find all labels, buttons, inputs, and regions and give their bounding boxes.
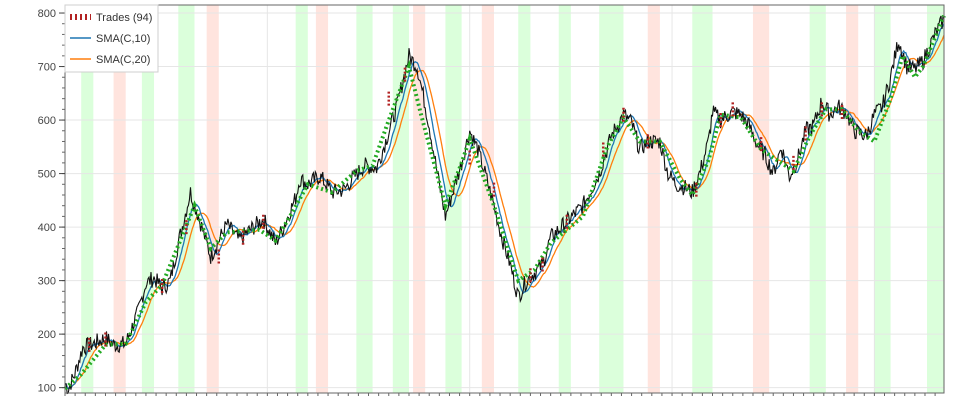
losing-trade-region xyxy=(846,5,859,393)
price-series xyxy=(64,15,945,395)
losing-trade-region xyxy=(413,5,426,393)
y-tick-label: 800 xyxy=(38,8,56,20)
plot-frame xyxy=(64,4,945,394)
losing-trade-region xyxy=(752,5,770,393)
sma-20-line xyxy=(64,35,945,390)
legend-sma10-label: SMA(C,10) xyxy=(96,33,150,45)
winning-trade-region xyxy=(141,5,155,393)
losing-trade-region xyxy=(206,5,219,393)
legend[interactable]: Trades (94) SMA(C,10) SMA(C,20) xyxy=(64,4,159,73)
winning-trade-region xyxy=(392,5,409,393)
winning-trade-region xyxy=(445,5,462,393)
winning-trade-region xyxy=(874,5,891,393)
losing-trade-region xyxy=(113,5,126,393)
legend-sma20-label: SMA(C,20) xyxy=(96,54,150,66)
winning-trade-region xyxy=(81,5,94,393)
y-tick-label: 300 xyxy=(38,276,56,288)
winning-trade-region xyxy=(178,5,195,393)
trade-trend-line xyxy=(63,14,946,391)
trade-regions xyxy=(81,5,944,393)
winning-trade-region xyxy=(356,5,373,393)
y-axis: 100 200 300 400 500 600 700 800 xyxy=(38,8,65,395)
y-tick-label: 200 xyxy=(38,329,56,341)
y-tick-label: 400 xyxy=(38,222,56,234)
y-tick-label: 500 xyxy=(38,169,56,181)
winning-trade-region xyxy=(692,5,713,393)
winning-trade-region xyxy=(599,5,624,393)
losing-trade-region xyxy=(647,5,660,393)
close-price-line xyxy=(64,15,945,395)
losing-trade-region xyxy=(315,5,329,393)
winning-trade-region xyxy=(927,5,944,393)
y-tick-label: 600 xyxy=(38,115,56,127)
grid-lines xyxy=(65,5,944,393)
winning-trade-region xyxy=(518,5,531,393)
legend-trades-label: Trades (94) xyxy=(96,12,152,24)
losing-trade-region xyxy=(481,5,494,393)
winning-trade-region xyxy=(558,5,571,393)
y-tick-label: 100 xyxy=(38,383,56,395)
x-axis xyxy=(64,393,936,396)
y-tick-label: 700 xyxy=(38,62,56,74)
winning-trade-region xyxy=(809,5,826,393)
trend-series xyxy=(63,14,946,391)
